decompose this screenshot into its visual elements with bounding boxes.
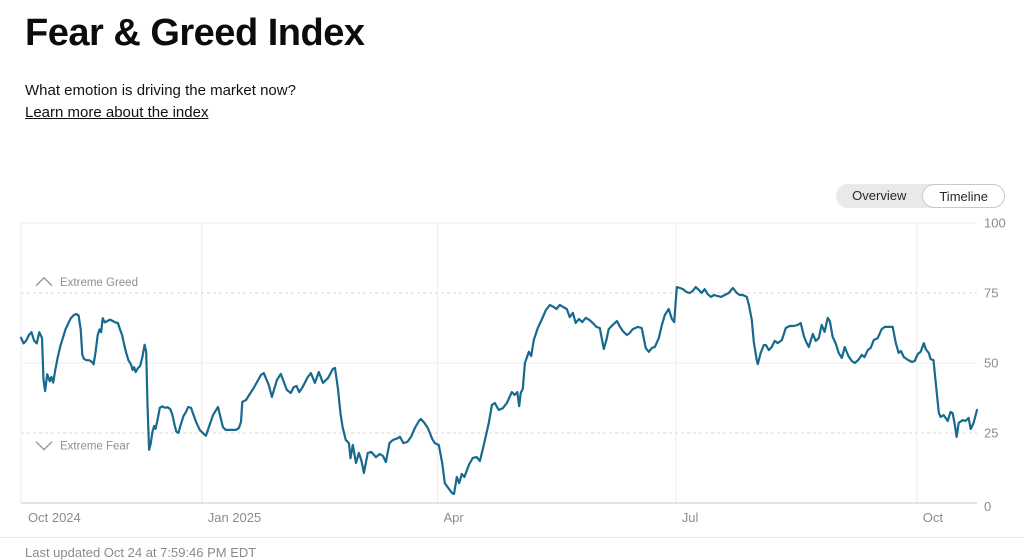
- y-axis-label-0: 0: [984, 499, 991, 514]
- x-axis-label-oct-2024: Oct 2024: [28, 510, 81, 525]
- overview-tab[interactable]: Overview: [836, 184, 922, 208]
- footer-divider: [0, 537, 1024, 538]
- fear-greed-timeline-chart: 0 25 50 75 100 Oct 2024 Jan 2025 Apr Jul Oct Extre…: [0, 210, 1024, 536]
- page-subtitle: What emotion is driving the market now?: [25, 82, 296, 99]
- timeline-tab[interactable]: Timeline: [922, 184, 1005, 208]
- chevron-up-icon: [35, 276, 53, 287]
- x-axis-label-apr: Apr: [443, 510, 464, 525]
- y-axis-label-100: 100: [984, 216, 1006, 231]
- fg-chart-svg[interactable]: 0 25 50 75 100 Oct 2024 Jan 2025 Apr Jul Oct Extre…: [0, 210, 1024, 536]
- threshold-label-extreme-fear: Extreme Fear: [60, 441, 130, 453]
- x-axis-label-jul: Jul: [682, 510, 699, 525]
- x-axis-label-jan-2025: Jan 2025: [208, 510, 261, 525]
- y-axis-label-50: 50: [984, 356, 998, 371]
- index-line-series: [19, 285, 979, 496]
- x-axis-label-oct: Oct: [923, 510, 944, 525]
- y-axis-label-75: 75: [984, 286, 998, 301]
- page-title: Fear & Greed Index: [25, 12, 365, 54]
- last-updated-text: Last updated Oct 24 at 7:59:46 PM EDT: [25, 545, 257, 560]
- threshold-label-extreme-greed: Extreme Greed: [60, 277, 138, 289]
- view-toggle: Overview Timeline: [836, 184, 1005, 208]
- y-axis-label-25: 25: [984, 426, 998, 441]
- learn-more-link[interactable]: Learn more about the index: [25, 104, 209, 121]
- chevron-down-icon: [35, 441, 53, 451]
